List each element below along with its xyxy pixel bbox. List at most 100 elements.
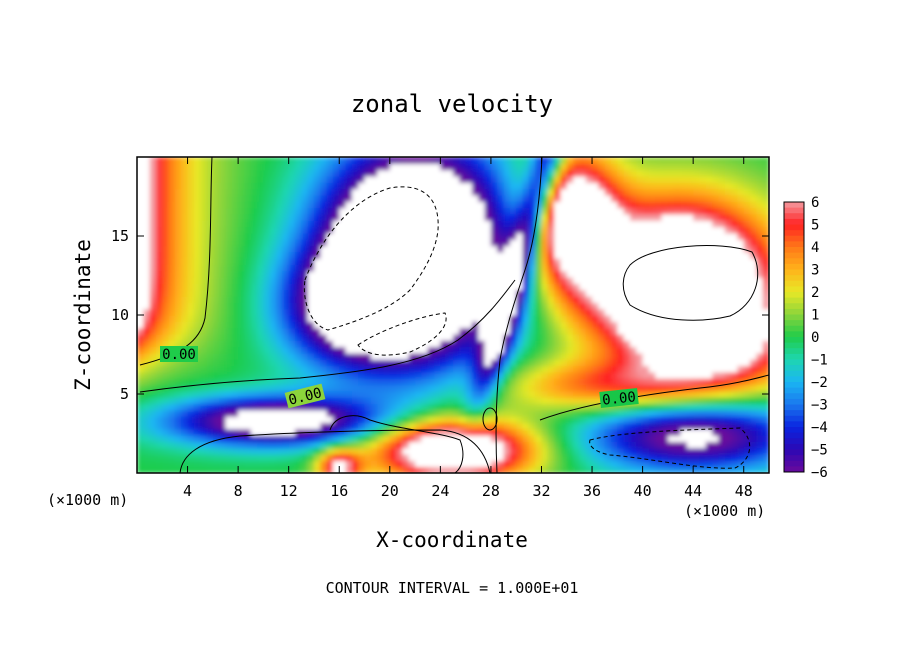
field-cell [421, 182, 429, 190]
field-cell [566, 277, 574, 284]
field-cell [573, 258, 580, 266]
field-cell [434, 321, 441, 329]
field-cell [535, 371, 543, 379]
field-cell [155, 264, 163, 272]
field-cell [345, 365, 353, 373]
field-cell [370, 390, 378, 398]
field-cell [750, 352, 757, 360]
field-cell [238, 359, 246, 367]
field-cell [238, 270, 246, 278]
field-cell [522, 403, 530, 411]
field-cell [566, 283, 574, 291]
field-cell [547, 333, 555, 341]
field-cell [427, 346, 435, 354]
field-cell [238, 397, 246, 405]
field-cell [339, 359, 347, 367]
field-cell [560, 239, 568, 247]
field-cell [263, 264, 271, 272]
field-cell [358, 258, 366, 266]
field-cell [427, 239, 435, 247]
field-cell [743, 157, 751, 164]
field-cell [623, 175, 631, 183]
field-cell [497, 321, 505, 329]
field-cell [231, 327, 239, 335]
field-cell [478, 296, 486, 303]
field-cell [434, 175, 441, 183]
field-cell [585, 175, 593, 183]
field-cell [396, 232, 404, 240]
field-cell [332, 213, 340, 221]
field-cell [408, 409, 416, 417]
field-cell [301, 365, 309, 373]
field-cell [263, 466, 271, 473]
field-cell [750, 264, 757, 272]
field-cell [295, 416, 302, 424]
field-cell [490, 447, 498, 455]
field-cell [288, 220, 296, 228]
field-cell [566, 416, 574, 424]
field-cell [731, 163, 738, 171]
field-cell [453, 409, 460, 417]
field-cell [358, 460, 366, 468]
field-cell [301, 327, 309, 335]
field-cell [193, 340, 201, 348]
field-cell [718, 163, 726, 171]
field-cell [503, 378, 511, 386]
field-cell [295, 340, 302, 348]
field-cell [257, 169, 264, 177]
field-cell [377, 270, 385, 278]
field-cell [358, 403, 366, 411]
field-cell [231, 409, 239, 417]
field-cell [604, 207, 612, 215]
field-cell [547, 188, 555, 196]
field-cell [724, 327, 732, 335]
field-cell [377, 169, 385, 177]
field-cell [528, 270, 536, 278]
field-cell [244, 378, 252, 386]
field-cell [238, 157, 246, 164]
field-cell [465, 220, 473, 228]
field-cell [181, 447, 189, 455]
field-cell [497, 390, 505, 398]
field-cell [509, 321, 517, 329]
field-cell [629, 441, 637, 449]
field-cell [313, 245, 321, 253]
field-cell [585, 308, 593, 316]
field-cell [598, 296, 606, 303]
field-cell [187, 454, 195, 461]
field-cell [415, 359, 422, 367]
field-cell [547, 390, 555, 398]
field-cell [743, 333, 751, 341]
field-cell [516, 220, 524, 228]
field-cell [187, 239, 195, 247]
field-cell [623, 315, 631, 322]
field-cell [465, 258, 473, 266]
field-cell [655, 169, 663, 177]
field-cell [585, 296, 593, 303]
field-cell [440, 182, 448, 190]
field-cell [276, 352, 283, 360]
field-cell [636, 239, 644, 247]
field-cell [345, 289, 353, 297]
field-cell [636, 157, 644, 164]
field-cell [389, 277, 397, 284]
field-cell [667, 447, 675, 455]
field-cell [155, 270, 163, 278]
field-cell [137, 289, 144, 297]
field-cell [193, 226, 201, 234]
field-cell [528, 308, 536, 316]
field-cell [396, 251, 404, 259]
field-cell [756, 441, 764, 449]
field-cell [257, 435, 264, 442]
field-cell [617, 207, 625, 215]
field-cell [446, 403, 454, 411]
field-cell [566, 359, 574, 367]
field-cell [212, 340, 220, 348]
field-cell [231, 283, 239, 291]
field-cell [497, 194, 505, 202]
field-cell [686, 270, 694, 278]
field-cell [490, 321, 498, 329]
field-cell [320, 454, 328, 461]
field-cell [705, 321, 713, 329]
field-cell [326, 378, 334, 386]
